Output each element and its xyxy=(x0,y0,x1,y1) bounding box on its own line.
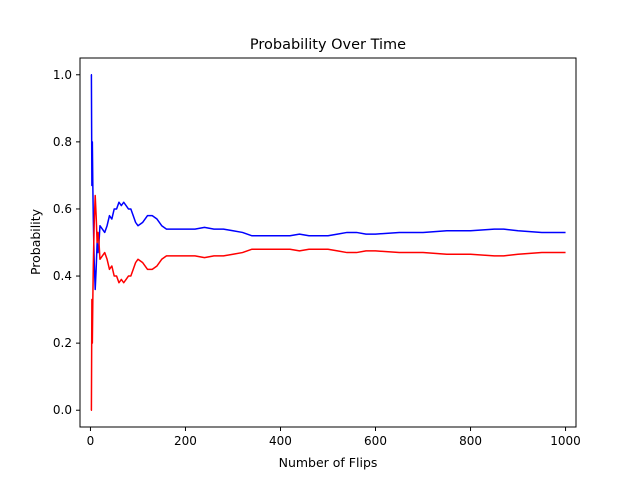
y-axis-label: Probability xyxy=(28,208,43,275)
y-tick-label: 0.4 xyxy=(53,269,72,283)
ticks-layer: 0 200 400 600 800 1000 0.0 0.2 0.4 0.6 0.8 1.0 xyxy=(53,68,581,448)
chart-title: Probability Over Time xyxy=(250,37,406,53)
x-axis-label: Number of Flips xyxy=(279,455,378,470)
x-tick-label: 0 xyxy=(87,434,95,448)
y-tick-label: 0.6 xyxy=(53,202,72,216)
y-tick-label: 1.0 xyxy=(53,68,72,82)
y-tick-label: 0.0 xyxy=(53,403,72,417)
series-line-2 xyxy=(90,194,566,411)
series-line-1 xyxy=(90,74,566,291)
x-tick-label: 600 xyxy=(364,434,387,448)
y-tick-label: 0.8 xyxy=(53,135,72,149)
x-tick-label: 400 xyxy=(269,434,292,448)
y-tick-label: 0.2 xyxy=(53,336,72,350)
series-layer xyxy=(90,74,566,411)
x-tick-label: 1000 xyxy=(550,434,581,448)
x-tick-label: 200 xyxy=(174,434,197,448)
plot-frame xyxy=(79,57,577,428)
x-tick-label: 800 xyxy=(459,434,482,448)
